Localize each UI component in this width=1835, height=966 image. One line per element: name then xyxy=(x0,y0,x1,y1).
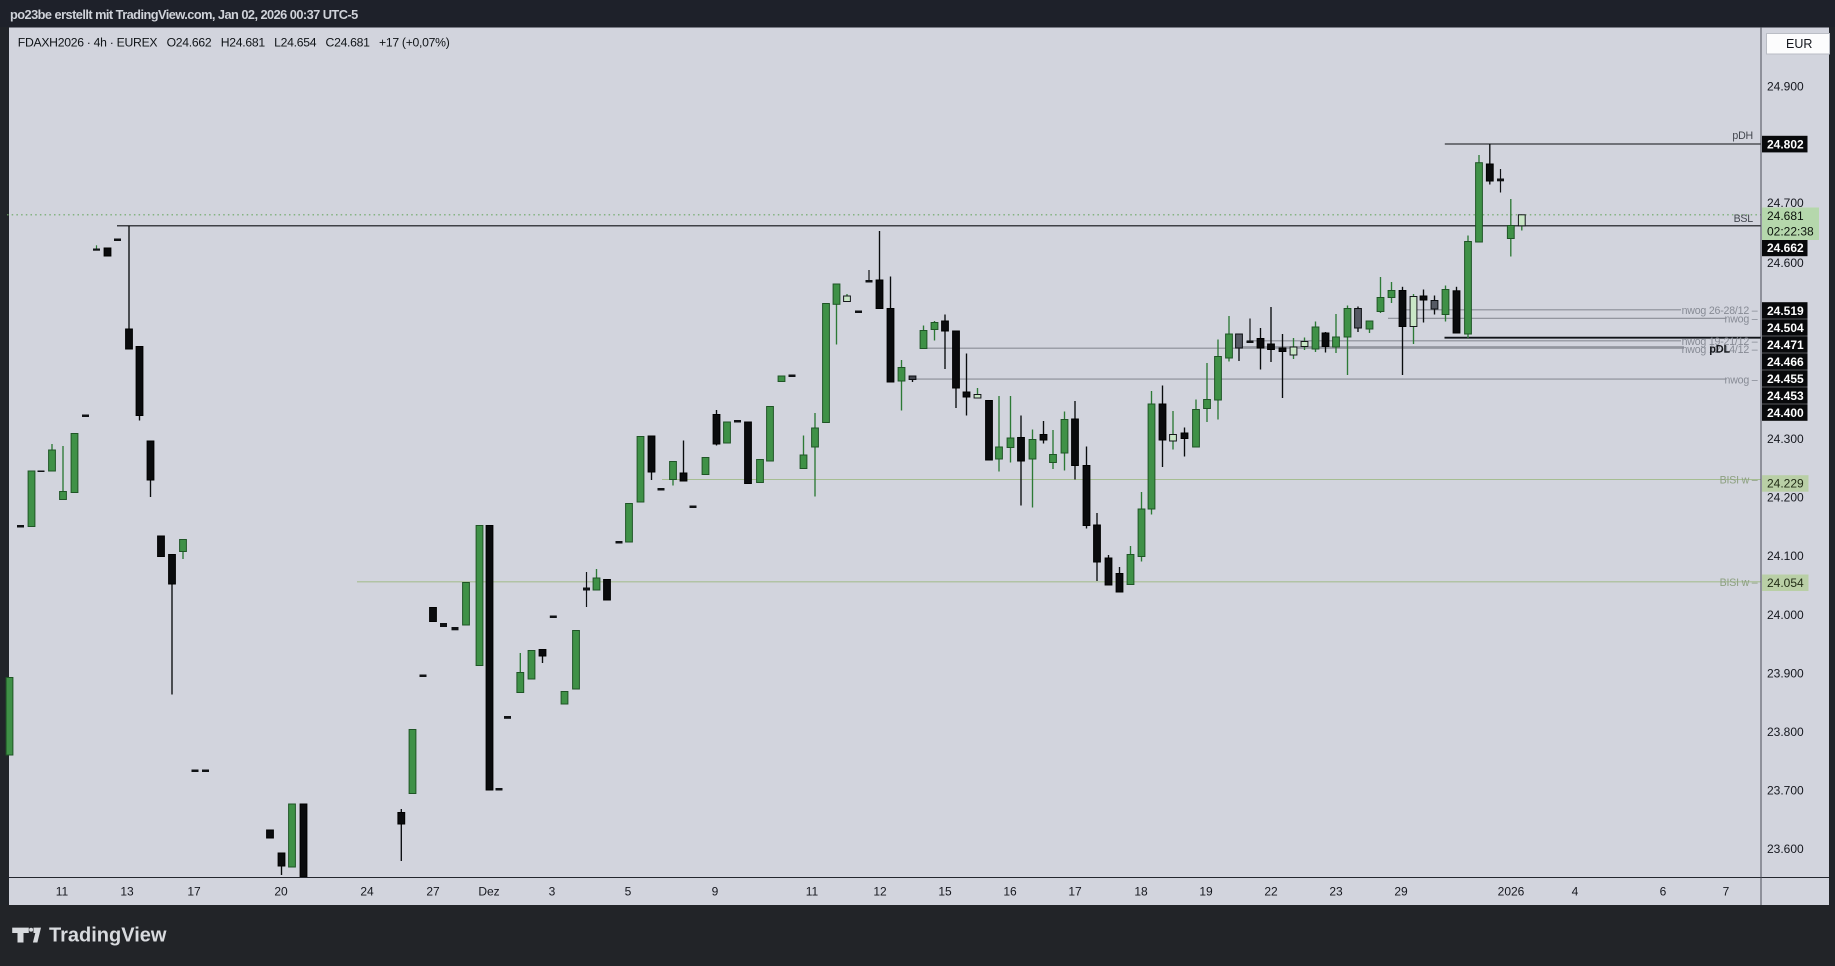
svg-text:24.681: 24.681 xyxy=(1767,209,1804,223)
svg-text:24.900: 24.900 xyxy=(1767,80,1804,94)
svg-text:24.519: 24.519 xyxy=(1767,304,1804,318)
svg-text:24.455: 24.455 xyxy=(1767,372,1804,386)
svg-text:17: 17 xyxy=(187,885,201,899)
svg-text:23: 23 xyxy=(1329,885,1343,899)
svg-text:24.700: 24.700 xyxy=(1767,196,1804,210)
svg-text:23.700: 23.700 xyxy=(1767,784,1804,798)
svg-text:24.600: 24.600 xyxy=(1767,256,1804,270)
svg-text:24.471: 24.471 xyxy=(1767,338,1804,352)
svg-text:11: 11 xyxy=(806,885,819,899)
svg-text:nwog 26-28/12 –: nwog 26-28/12 – xyxy=(1682,305,1758,317)
svg-text:7: 7 xyxy=(1723,885,1730,899)
svg-text:pDH: pDH xyxy=(1732,130,1753,142)
svg-text:24.229: 24.229 xyxy=(1767,477,1804,491)
svg-text:9: 9 xyxy=(712,885,719,899)
svg-text:24.200: 24.200 xyxy=(1767,491,1804,505)
svg-text:BSL: BSL xyxy=(1734,213,1754,225)
svg-text:22: 22 xyxy=(1264,885,1278,899)
svg-text:24.000: 24.000 xyxy=(1767,608,1804,622)
svg-text:18: 18 xyxy=(1134,885,1148,899)
svg-text:6: 6 xyxy=(1660,885,1667,899)
svg-text:24.453: 24.453 xyxy=(1767,389,1804,403)
svg-text:nwog –: nwog – xyxy=(1725,314,1758,326)
svg-text:BISI w –: BISI w – xyxy=(1720,475,1758,487)
svg-text:BISI w –: BISI w – xyxy=(1720,577,1758,589)
svg-text:nwog 12-14/12 –: nwog 12-14/12 – xyxy=(1682,344,1758,356)
svg-text:24: 24 xyxy=(360,885,374,899)
svg-text:23.600: 23.600 xyxy=(1767,842,1804,856)
svg-text:4: 4 xyxy=(1572,885,1579,899)
svg-text:19: 19 xyxy=(1199,885,1213,899)
svg-text:nwog 19-21/12 –: nwog 19-21/12 – xyxy=(1682,336,1758,348)
svg-text:27: 27 xyxy=(426,885,440,899)
svg-text:24.054: 24.054 xyxy=(1767,576,1804,590)
svg-text:24.504: 24.504 xyxy=(1767,321,1804,335)
svg-text:11: 11 xyxy=(56,885,69,899)
svg-text:24.300: 24.300 xyxy=(1767,432,1804,446)
svg-text:24.400: 24.400 xyxy=(1767,406,1804,420)
svg-text:16: 16 xyxy=(1003,885,1017,899)
svg-text:TradingView: TradingView xyxy=(49,925,167,947)
svg-text:29: 29 xyxy=(1394,885,1408,899)
svg-text:02:22:38: 02:22:38 xyxy=(1767,225,1814,239)
svg-text:pDL: pDL xyxy=(1709,344,1730,356)
svg-text:EUR: EUR xyxy=(1786,37,1812,51)
svg-text:20: 20 xyxy=(274,885,288,899)
svg-text:24.100: 24.100 xyxy=(1767,549,1804,563)
svg-text:Dez: Dez xyxy=(478,885,499,899)
svg-text:15: 15 xyxy=(938,885,952,899)
svg-text:FDAXH2026 · 4h · EUREX O24.6: FDAXH2026 · 4h · EUREX O24.662 H24.681 L… xyxy=(18,36,450,50)
svg-text:5: 5 xyxy=(625,885,632,899)
svg-text:24.466: 24.466 xyxy=(1767,355,1804,369)
svg-text:nwog –: nwog – xyxy=(1725,374,1758,386)
svg-text:24.802: 24.802 xyxy=(1767,137,1804,151)
svg-text:23.900: 23.900 xyxy=(1767,666,1804,680)
svg-text:2026: 2026 xyxy=(1498,885,1525,899)
svg-text:24.662: 24.662 xyxy=(1767,241,1804,255)
svg-text:3: 3 xyxy=(549,885,556,899)
svg-text:13: 13 xyxy=(120,885,134,899)
svg-text:12: 12 xyxy=(873,885,887,899)
svg-text:17: 17 xyxy=(1068,885,1082,899)
svg-text:23.800: 23.800 xyxy=(1767,725,1804,739)
svg-text:po23be erstellt mit TradingVie: po23be erstellt mit TradingView.com, Jan… xyxy=(10,7,358,22)
